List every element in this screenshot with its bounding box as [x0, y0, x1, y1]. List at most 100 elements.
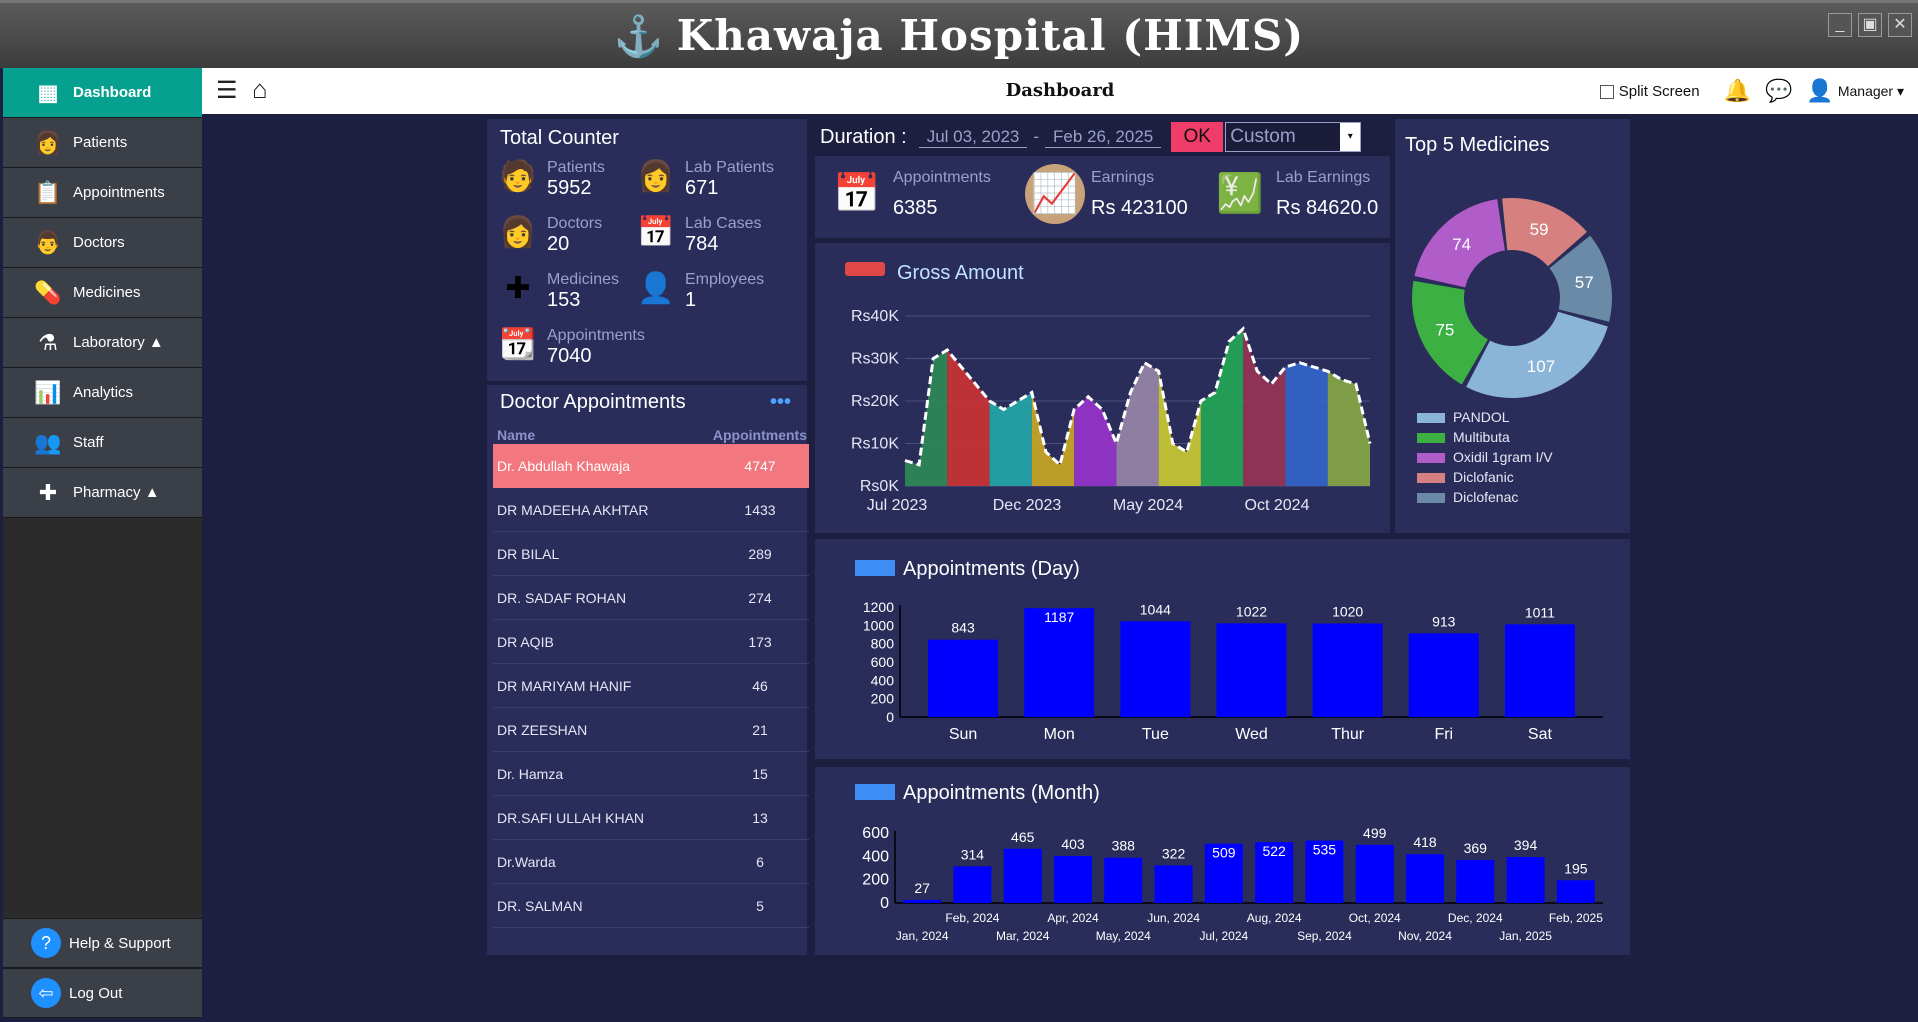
stat-label: Lab Earnings: [1276, 168, 1371, 186]
area-segment: [1327, 371, 1370, 486]
x-tick-label: Jun, 2024: [1147, 911, 1200, 925]
bar-value-label: 465: [1011, 829, 1035, 845]
bar-value-label: 388: [1112, 838, 1136, 854]
table-row[interactable]: DR MADEEHA AKHTAR 1433: [493, 488, 809, 532]
table-row[interactable]: DR AQIB 173: [493, 620, 809, 664]
table-row[interactable]: DR. SADAF ROHAN 274: [493, 576, 809, 620]
pie-slice: [1549, 235, 1612, 322]
table-row[interactable]: DR MARIYAM HANIF 46: [493, 664, 809, 708]
sidebar-bottom-item[interactable]: ⇦ Log Out: [3, 968, 202, 1018]
staff-group-icon: 👥: [34, 429, 62, 455]
bar: [1312, 623, 1383, 717]
bar: [1406, 854, 1444, 903]
area-segment: [1031, 392, 1075, 486]
appointment-count: 46: [752, 677, 768, 694]
sidebar-item[interactable]: 📊 Analytics: [3, 368, 202, 418]
legend-swatch: [855, 560, 895, 576]
counter-label: Medicines: [547, 271, 620, 288]
range-select[interactable]: Custom ▾: [1225, 122, 1362, 152]
x-tick-label: Feb, 2024: [945, 911, 999, 925]
sidebar-item[interactable]: ⚗ Laboratory ▲: [3, 318, 202, 368]
y-tick-label: 0: [880, 895, 889, 912]
split-screen-checkbox[interactable]: Split Screen: [1599, 83, 1700, 100]
gross-amount-icon: [845, 262, 885, 276]
sidebar-item-label: Medicines: [73, 284, 141, 301]
doctor-appointments-title: Doctor Appointments: [500, 391, 686, 413]
bar: [1355, 844, 1394, 903]
home-icon[interactable]: ⌂: [252, 74, 268, 104]
more-options-icon[interactable]: •••: [769, 391, 791, 413]
counter-label: Employees: [685, 271, 765, 288]
minimize-icon[interactable]: _: [1828, 13, 1852, 37]
sidebar-item[interactable]: 👩 Patients: [3, 118, 202, 168]
chat-icon[interactable]: 💬: [1765, 78, 1793, 103]
sidebar-item[interactable]: 📋 Appointments: [3, 168, 202, 218]
counter-text: Employees 1: [685, 271, 764, 312]
slice-value-label: 75: [1435, 320, 1454, 339]
bar: [1556, 880, 1595, 903]
user-icon[interactable]: 👤: [1806, 78, 1834, 103]
hamburger-menu-icon[interactable]: ☰: [216, 77, 238, 104]
x-tick-label: May, 2024: [1096, 929, 1151, 943]
chevron-down-icon[interactable]: ▾: [1340, 123, 1361, 151]
counter-text: Medicines 153: [547, 271, 619, 312]
checkbox-box[interactable]: [1599, 84, 1614, 99]
appointment-count: 274: [748, 589, 772, 606]
area-segment: [1074, 396, 1117, 486]
restore-icon[interactable]: ▣: [1858, 13, 1882, 37]
close-icon[interactable]: ✕: [1888, 13, 1912, 37]
bar-value-label: 403: [1061, 836, 1085, 852]
stat-label: Earnings: [1091, 168, 1155, 186]
bar-value-label: 913: [1432, 613, 1456, 629]
ok-button[interactable]: OK: [1171, 122, 1224, 152]
sidebar-item[interactable]: 👨 Doctors: [3, 218, 202, 268]
table-row[interactable]: Dr.Warda 6: [493, 840, 809, 884]
column-appointments: Appointments: [712, 427, 807, 443]
pie-slice: [1502, 198, 1587, 267]
bar-value-label: 535: [1313, 842, 1337, 858]
x-tick-label: Sep, 2024: [1297, 929, 1352, 943]
gross-amount-panel: Gross Amount Rs0K Rs10K Rs20K Rs30K Rs40K Jul …: [815, 243, 1390, 533]
bar: [1255, 842, 1294, 903]
date-separator: -: [1033, 127, 1040, 146]
date-from-input[interactable]: Jul 03, 2023: [918, 127, 1028, 148]
sidebar-item[interactable]: ✚ Pharmacy ▲: [3, 468, 202, 518]
table-row[interactable]: Dr. Hamza 15: [493, 752, 809, 796]
bell-icon[interactable]: 🔔: [1723, 78, 1752, 103]
stat-text: Earnings Rs 423100: [1091, 169, 1188, 220]
x-tick-label: Oct, 2024: [1349, 911, 1401, 925]
x-tick-label: May 2024: [1113, 497, 1183, 514]
bar-value-label: 418: [1413, 834, 1437, 850]
y-tick-label: 0: [886, 709, 894, 725]
table-row[interactable]: DR ZEESHAN 21: [493, 708, 809, 752]
slice-value-label: 107: [1527, 357, 1555, 376]
bar-value-label: 509: [1212, 845, 1236, 861]
area-segment: [1285, 362, 1328, 486]
table-row[interactable]: DR BILAL 289: [493, 532, 809, 576]
legend-swatch: [855, 784, 895, 800]
counter-label: Patients: [547, 159, 605, 176]
lab-flask-icon: ⚗: [38, 329, 58, 355]
sidebar-bottom-item[interactable]: ? Help & Support: [3, 918, 202, 968]
doctor-name: DR AQIB: [497, 633, 554, 650]
user-menu[interactable]: Manager ▾: [1837, 82, 1904, 99]
top-medicines-chart: Top 5 Medicines 57 107 75 74 59 PANDOL Multibut…: [1405, 134, 1612, 505]
stats-panel: 📅 Appointments 6385 📈 Earnings Rs 423100 💹 Lab …: [815, 156, 1390, 238]
date-to-input[interactable]: Feb 26, 2025: [1045, 127, 1162, 148]
x-tick-label: Sat: [1528, 726, 1553, 743]
table-row[interactable]: DR.SAFI ULLAH KHAN 13: [493, 796, 809, 840]
sidebar-item[interactable]: ▦ Dashboard: [3, 68, 202, 118]
table-row[interactable]: Dr. Abdullah Khawaja 4747: [493, 444, 809, 488]
x-tick-label: Apr, 2024: [1047, 911, 1099, 925]
table-row[interactable]: DR. SALMAN 5: [493, 884, 809, 928]
chart-title: Top 5 Medicines: [1405, 134, 1550, 156]
counter-label: Doctors: [547, 215, 603, 232]
bar-value-label: 522: [1262, 843, 1286, 859]
y-tick-label: 800: [871, 636, 895, 652]
x-tick-label: Jan, 2024: [896, 929, 949, 943]
top-medicines-panel: Top 5 Medicines 57 107 75 74 59 PANDOL Multibut…: [1395, 119, 1630, 533]
sidebar-item[interactable]: 👥 Staff: [3, 418, 202, 468]
stat-value: Rs 84620.0: [1276, 196, 1379, 219]
window-controls: _ ▣ ✕: [1828, 13, 1912, 37]
sidebar-item[interactable]: 💊 Medicines: [3, 268, 202, 318]
